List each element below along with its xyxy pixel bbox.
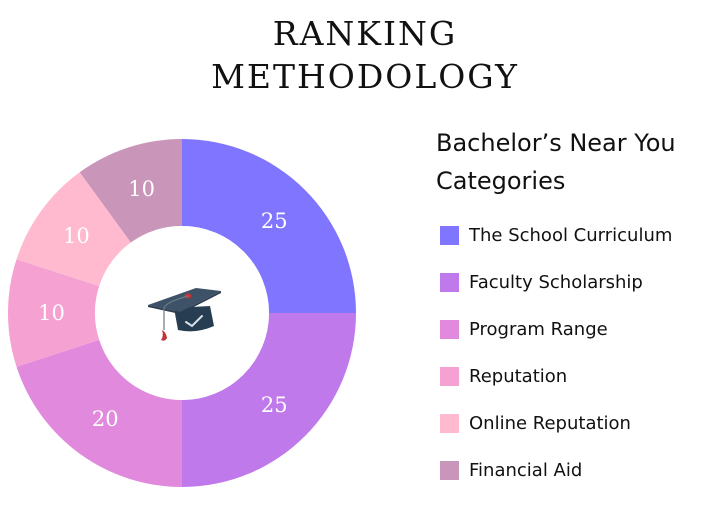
legend-swatch [440, 226, 459, 245]
legend-title-line-1: Bachelor’s Near You [436, 129, 676, 157]
donut-segment [7, 259, 100, 367]
legend-item-financial-aid: Financial Aid [436, 447, 720, 494]
legend-swatch [440, 320, 459, 339]
segment-value-label: 20 [91, 406, 119, 431]
chart-title-line-2: METHODOLOGY [211, 57, 519, 96]
chart-legend: Bachelor’s Near You Categories The Schoo… [436, 124, 720, 494]
segment-value-label: 25 [260, 393, 288, 418]
legend-item-online-reputation: Online Reputation [436, 400, 720, 447]
donut-segment [79, 139, 182, 243]
donut-segment [16, 172, 131, 287]
legend-label: Financial Aid [469, 460, 583, 481]
chart-title: RANKING METHODOLOGY [0, 12, 720, 98]
legend-label: Reputation [469, 366, 568, 387]
legend-swatch [440, 414, 459, 433]
chart-title-line-1: RANKING [272, 14, 458, 53]
segment-value-label: 25 [260, 208, 288, 233]
donut-segment [16, 339, 182, 487]
donut-chart-svg [7, 139, 356, 487]
legend-item-program-range: Program Range [436, 306, 720, 353]
donut-chart: 25 25 20 10 10 10 [7, 139, 356, 487]
graduation-cap-icon [148, 288, 221, 341]
legend-title: Bachelor’s Near You Categories [436, 124, 720, 200]
legend-swatch [440, 273, 459, 292]
segment-value-label: 10 [128, 176, 156, 201]
legend-item-school-curriculum: The School Curriculum [436, 212, 720, 259]
segment-value-label: 10 [63, 224, 90, 249]
legend-label: Program Range [469, 319, 608, 340]
legend-label: Online Reputation [469, 413, 631, 434]
donut-segment [182, 313, 356, 487]
legend-label: The School Curriculum [469, 225, 673, 246]
legend-label: Faculty Scholarship [469, 272, 643, 293]
legend-item-reputation: Reputation [436, 353, 720, 400]
segment-value-label: 10 [38, 301, 65, 325]
legend-swatch [440, 461, 459, 480]
donut-segment [182, 139, 356, 313]
legend-swatch [440, 367, 459, 386]
legend-title-line-2: Categories [436, 167, 566, 195]
legend-item-faculty-scholarship: Faculty Scholarship [436, 259, 720, 306]
